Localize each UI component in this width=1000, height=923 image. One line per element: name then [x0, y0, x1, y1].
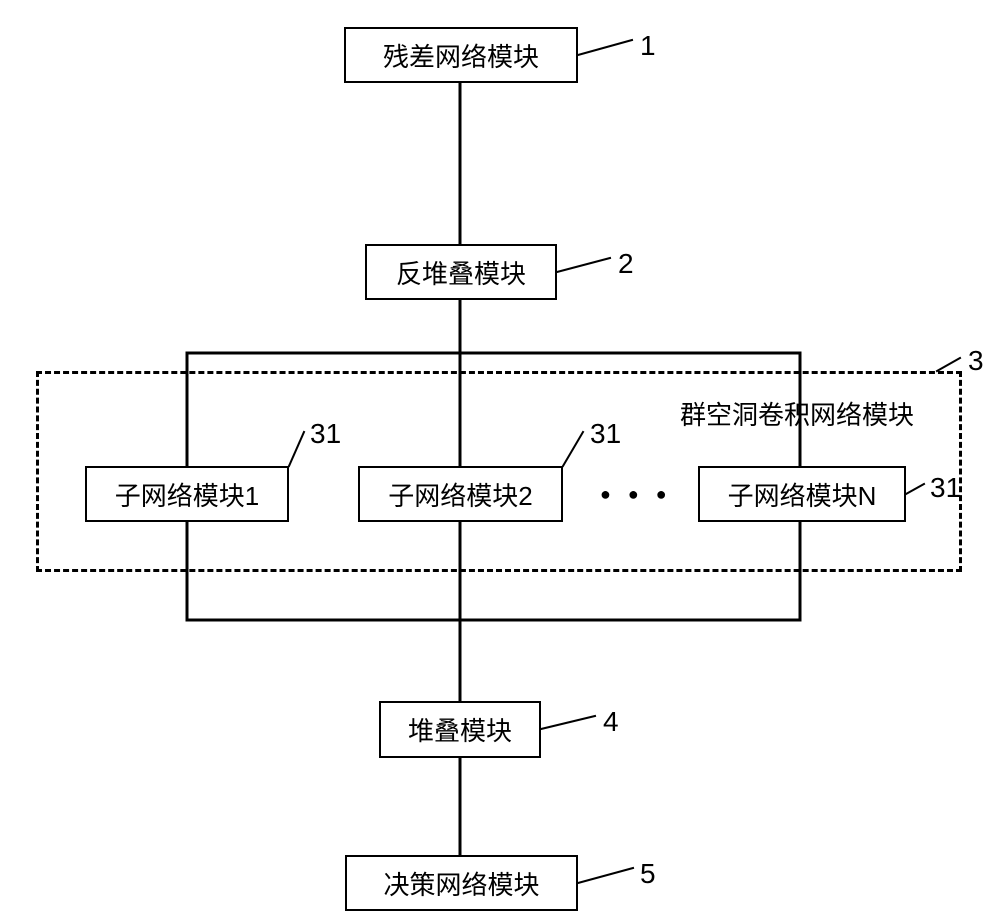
node-label: 反堆叠模块	[396, 254, 526, 291]
node-label: 子网络模块1	[115, 476, 259, 513]
node-subnet-n: 子网络模块N	[698, 466, 906, 522]
ref-label-1: 1	[640, 30, 656, 62]
ref-label-2: 2	[618, 248, 634, 280]
node-label: 堆叠模块	[408, 711, 512, 748]
node-residual-network: 残差网络模块	[344, 27, 578, 83]
node-decision-network: 决策网络模块	[345, 855, 578, 911]
diagram-canvas: 群空洞卷积网络模块 残差网络模块 反堆叠模块 子网络模块1 子网络模块2 子网络…	[0, 0, 1000, 923]
ref-label-31b: 31	[590, 418, 621, 450]
node-label: 残差网络模块	[383, 37, 539, 74]
node-stack: 堆叠模块	[379, 701, 541, 758]
node-subnet-2: 子网络模块2	[358, 466, 563, 522]
node-unstack: 反堆叠模块	[365, 244, 557, 300]
group-dashed-label: 群空洞卷积网络模块	[680, 395, 914, 432]
ref-label-3: 3	[968, 345, 984, 377]
ref-label-31a: 31	[310, 418, 341, 450]
ellipsis-dots: ● ● ●	[600, 484, 673, 505]
node-label: 子网络模块N	[728, 476, 877, 513]
ref-label-4: 4	[603, 706, 619, 738]
node-label: 决策网络模块	[383, 865, 539, 902]
ref-label-31c: 31	[930, 472, 961, 504]
node-label: 子网络模块2	[388, 476, 532, 513]
node-subnet-1: 子网络模块1	[85, 466, 289, 522]
ref-label-5: 5	[640, 858, 656, 890]
